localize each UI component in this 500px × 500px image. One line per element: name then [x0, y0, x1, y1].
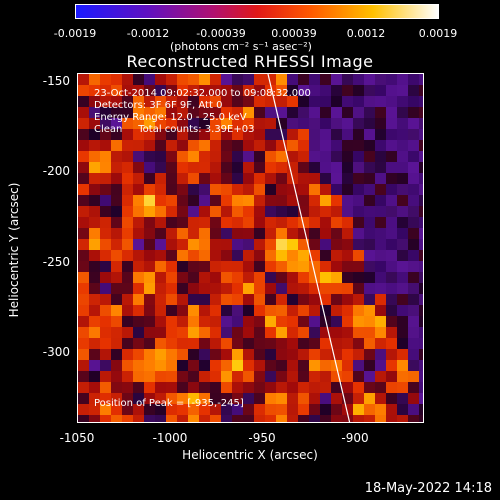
- y-tick-label: -250: [42, 255, 70, 269]
- peak-position-label: Position of Peak = [-935,-245]: [94, 398, 244, 409]
- x-tick-label: -1050: [59, 431, 95, 445]
- y-tick-label: -200: [42, 164, 70, 178]
- colorbar-tick-label: 0.0012: [346, 27, 386, 40]
- y-axis-label: Heliocentric Y (arcsec): [7, 182, 21, 318]
- detectors-label: Detectors: 3F 6F 9F, Att 0: [94, 100, 223, 111]
- colorbar: [75, 4, 439, 19]
- colorbar-tick-label: -0.0012: [126, 27, 170, 40]
- heatmap-image: [78, 74, 423, 422]
- solar-limb-line: [267, 74, 351, 422]
- y-tick-label: -300: [42, 345, 70, 359]
- x-axis-label: Heliocentric X (arcsec): [182, 448, 318, 462]
- time-range-label: 23-Oct-2014 09:02:32.000 to 09:08:32.000: [94, 88, 311, 99]
- clean-counts-label: Clean Total counts: 3.39E+03: [94, 124, 255, 135]
- colorbar-tick-label: -0.00039: [196, 27, 246, 40]
- footer-date: 18-May-2022 14:18: [364, 481, 492, 496]
- energy-range-label: Energy Range: 12.0 - 25.0 keV: [94, 112, 247, 123]
- colorbar-unit-label: (photons cm⁻² s⁻¹ asec⁻²): [170, 40, 312, 53]
- colorbar-tick-label: 0.0019: [418, 27, 458, 40]
- rhessi-image-plot: 23-Oct-2014 09:02:32.000 to 09:08:32.000…: [77, 73, 424, 423]
- x-tick-label: -1000: [152, 431, 188, 445]
- colorbar-tick-label: 0.00039: [271, 27, 317, 40]
- y-tick-label: -150: [42, 74, 70, 88]
- image-title: Reconstructed RHESSI Image: [126, 52, 374, 71]
- x-tick-label: -900: [341, 431, 369, 445]
- x-tick-label: -950: [248, 431, 276, 445]
- colorbar-tick-label: -0.0019: [53, 27, 97, 40]
